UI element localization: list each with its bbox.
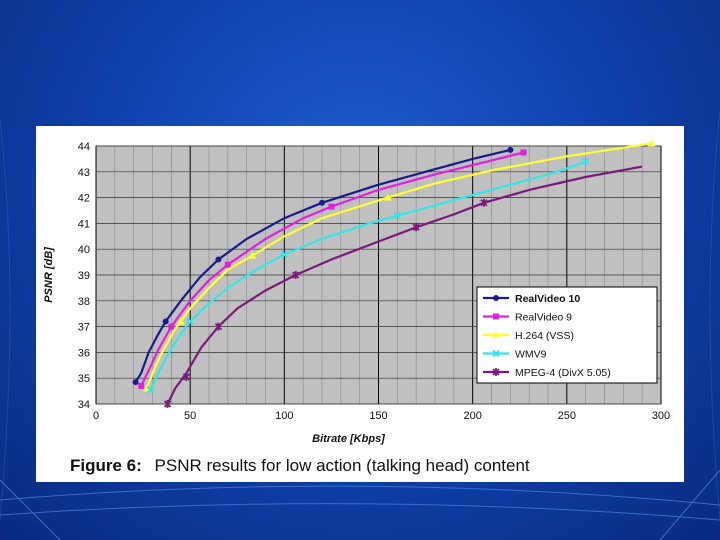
y-tick-label: 44 bbox=[78, 141, 90, 153]
series-point-realvideo-10 bbox=[507, 146, 514, 153]
series-point-realvideo-9 bbox=[168, 323, 175, 330]
y-tick-label: 41 bbox=[78, 218, 90, 230]
series-line-mpeg-4-divx-5-05 bbox=[166, 165, 643, 404]
legend-marker bbox=[492, 368, 500, 376]
legend-marker bbox=[492, 349, 500, 358]
psnr-line-chart: 0 50 100 150 200 250 300 34 35 36 37 38 39 40 41 42 43 44… bbox=[43, 139, 670, 445]
series-point-mpeg-4-divx-5-05 bbox=[214, 322, 223, 331]
series-point-h-264-vss bbox=[647, 139, 656, 147]
series-point-realvideo-10 bbox=[215, 256, 222, 263]
figure-caption: Figure 6: PSNR results for low action (t… bbox=[70, 456, 530, 476]
y-tick-label: 37 bbox=[78, 322, 90, 334]
series-point-mpeg-4-divx-5-05 bbox=[291, 271, 300, 279]
legend-label: RealVideo 9 bbox=[515, 312, 572, 324]
legend-marker bbox=[493, 313, 499, 320]
series-point-realvideo-9 bbox=[328, 203, 335, 210]
series-point-wmv9 bbox=[280, 250, 289, 259]
series-point-realvideo-9 bbox=[520, 149, 527, 156]
series-point-realvideo-10 bbox=[162, 318, 169, 325]
x-tick-label: 0 bbox=[93, 410, 99, 422]
legend-marker bbox=[492, 331, 500, 338]
series-point-h-264-vss bbox=[142, 384, 151, 392]
y-tick-label: 38 bbox=[78, 296, 90, 308]
legend-label: H.264 (VSS) bbox=[515, 330, 574, 342]
series-line-realvideo-9 bbox=[140, 151, 524, 387]
x-tick-label: 200 bbox=[463, 410, 481, 422]
legend-marker bbox=[493, 295, 499, 301]
y-tick-label: 42 bbox=[78, 193, 90, 205]
legend-label: WMV9 bbox=[515, 349, 547, 361]
series-point-mpeg-4-divx-5-05 bbox=[412, 223, 420, 232]
series-point-wmv9 bbox=[393, 211, 402, 220]
caption-text: PSNR results for low action (talking hea… bbox=[154, 456, 530, 475]
series-point-realvideo-10 bbox=[319, 199, 325, 206]
figure-label: Figure 6: bbox=[70, 456, 142, 475]
series-line-wmv9 bbox=[149, 160, 587, 391]
series-point-mpeg-4-divx-5-05 bbox=[163, 400, 172, 408]
series-point-wmv9 bbox=[186, 317, 194, 326]
y-tick-label: 35 bbox=[78, 373, 90, 385]
x-axis-label: Bitrate [Kbps] bbox=[312, 433, 385, 445]
series-point-realvideo-9 bbox=[224, 261, 231, 268]
y-tick-label: 43 bbox=[78, 167, 90, 179]
series-point-mpeg-4-divx-5-05 bbox=[182, 372, 191, 381]
x-tick-label: 250 bbox=[558, 410, 576, 422]
series-point-mpeg-4-divx-5-05 bbox=[480, 198, 488, 207]
legend-label: RealVideo 10 bbox=[515, 293, 580, 305]
series-point-h-264-vss bbox=[176, 317, 185, 325]
y-axis-label: PSNR [dB] bbox=[43, 247, 55, 303]
x-tick-label: 150 bbox=[369, 410, 387, 422]
series-point-wmv9 bbox=[581, 157, 590, 166]
legend-label: MPEG-4 (DivX 5.05) bbox=[515, 367, 611, 379]
series-point-wmv9 bbox=[146, 386, 155, 394]
x-tick-label: 50 bbox=[184, 410, 196, 422]
series-point-realvideo-9 bbox=[138, 382, 145, 389]
x-tick-label: 100 bbox=[275, 410, 293, 422]
series-point-h-264-vss bbox=[248, 251, 257, 259]
y-tick-label: 39 bbox=[78, 270, 90, 282]
x-tick-label: 300 bbox=[652, 410, 670, 422]
y-tick-label: 34 bbox=[78, 399, 90, 411]
y-tick-label: 40 bbox=[78, 244, 90, 256]
y-tick-label: 36 bbox=[78, 347, 90, 359]
series-point-h-264-vss bbox=[383, 193, 392, 201]
series-point-realvideo-10 bbox=[132, 379, 139, 386]
figure-panel: 0 50 100 150 200 250 300 34 35 36 37 38 39 40 41 42 43 44… bbox=[36, 126, 684, 482]
